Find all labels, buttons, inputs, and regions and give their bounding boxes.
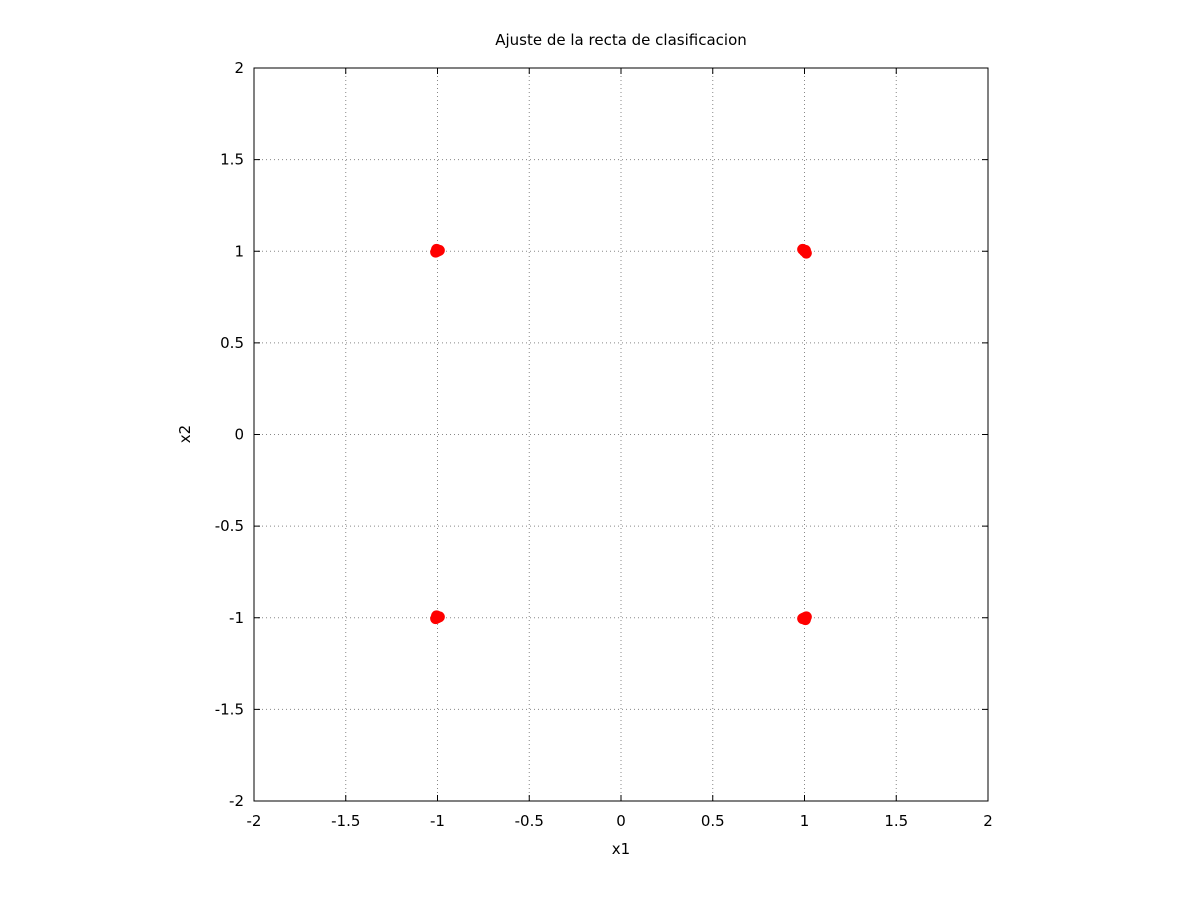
y-tick-label: -1 bbox=[229, 609, 244, 627]
x-tick-label: 2 bbox=[983, 812, 993, 830]
y-axis-tick-labels: -2 -1.5 -1 -0.5 0 0.5 1 1.5 2 bbox=[215, 59, 244, 810]
plot-frame bbox=[253, 67, 989, 802]
axis-ticks bbox=[253, 67, 989, 802]
y-tick-label: 2 bbox=[234, 59, 244, 77]
x-tick-label: -1.5 bbox=[331, 812, 360, 830]
y-tick-label: 0.5 bbox=[220, 334, 244, 352]
x-axis-tick-labels: -2 -1.5 -1 -0.5 0 0.5 1 1.5 2 bbox=[247, 812, 993, 830]
data-point bbox=[799, 244, 811, 256]
x-tick-label: 0 bbox=[616, 812, 626, 830]
x-tick-label: 1 bbox=[800, 812, 810, 830]
data-point bbox=[431, 243, 443, 255]
x-tick-label: -1 bbox=[430, 812, 445, 830]
data-points bbox=[430, 243, 812, 626]
y-tick-label: 1 bbox=[234, 242, 244, 260]
y-axis-label: x2 bbox=[176, 425, 194, 443]
x-tick-label: 1.5 bbox=[884, 812, 908, 830]
data-point bbox=[799, 614, 811, 626]
y-tick-label: 1.5 bbox=[220, 151, 244, 169]
y-tick-label: -2 bbox=[229, 792, 244, 810]
grid bbox=[254, 68, 988, 801]
y-tick-label: -1.5 bbox=[215, 700, 244, 718]
x-tick-label: 0.5 bbox=[701, 812, 725, 830]
x-axis-label: x1 bbox=[612, 840, 630, 858]
y-tick-label: -0.5 bbox=[215, 517, 244, 535]
x-tick-label: -0.5 bbox=[515, 812, 544, 830]
y-tick-label: 0 bbox=[234, 426, 244, 444]
chart-title: Ajuste de la recta de clasificacion bbox=[495, 31, 747, 49]
data-point bbox=[431, 610, 443, 622]
x-tick-label: -2 bbox=[247, 812, 262, 830]
